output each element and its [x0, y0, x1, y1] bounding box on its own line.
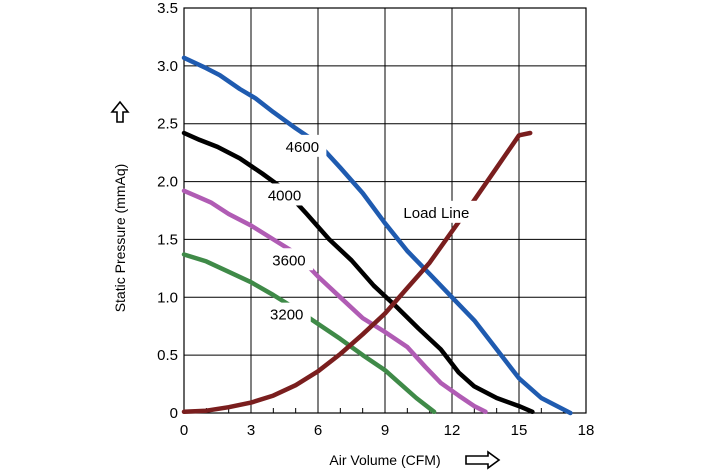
up-arrow-icon	[110, 100, 130, 123]
grid	[183, 7, 587, 414]
y-tick-label: 3.0	[157, 58, 178, 75]
y-tick-label: 0	[170, 405, 178, 422]
curve-label: 3200	[270, 307, 303, 324]
series-group	[181, 55, 573, 416]
series-line-4600	[181, 55, 573, 416]
y-tick-label: 1.0	[157, 289, 178, 306]
y-tick-label: 2.5	[157, 116, 178, 133]
curve-label: Load Line	[403, 205, 469, 222]
curve-label-backing	[262, 302, 311, 325]
tick-labels: 0 3 6 9 12 15 18 0 0.5 1.0 1.5 2.0 2.5 3.0 3.5	[157, 0, 594, 439]
series-line-3200	[181, 252, 437, 415]
curve-label: 3600	[272, 252, 305, 269]
x-tick-label: 18	[578, 422, 595, 439]
y-tick-label: 1.5	[157, 231, 178, 248]
right-arrow-icon	[465, 450, 501, 470]
x-axis-title: Air Volume (CFM)	[329, 452, 440, 468]
y-tick-label: 2.0	[157, 174, 178, 191]
x-tick-label: 15	[511, 422, 528, 439]
curve-label-backing	[264, 248, 313, 271]
x-tick-label: 6	[314, 422, 322, 439]
series-line-3600	[181, 188, 488, 415]
series-line-4000	[181, 130, 535, 415]
x-tick-label: 3	[247, 422, 255, 439]
curve-labels: 4600 4000 3600 3200 Load Line	[260, 134, 483, 325]
series-line-load-line	[181, 130, 533, 415]
x-tick-label: 9	[381, 422, 389, 439]
curve-label: 4000	[268, 187, 301, 204]
y-tick-label: 3.5	[157, 0, 178, 17]
curve-label-backing	[389, 200, 483, 223]
x-tick-label: 0	[180, 422, 188, 439]
curve-label: 4600	[286, 139, 319, 156]
plot-frame	[183, 7, 587, 414]
x-tick-label: 12	[444, 422, 461, 439]
y-tick-label: 0.5	[157, 347, 178, 364]
curve-label-backing	[260, 183, 309, 206]
y-axis-title: Static Pressure (mmAq)	[112, 164, 128, 313]
curve-label-backing	[278, 134, 327, 157]
